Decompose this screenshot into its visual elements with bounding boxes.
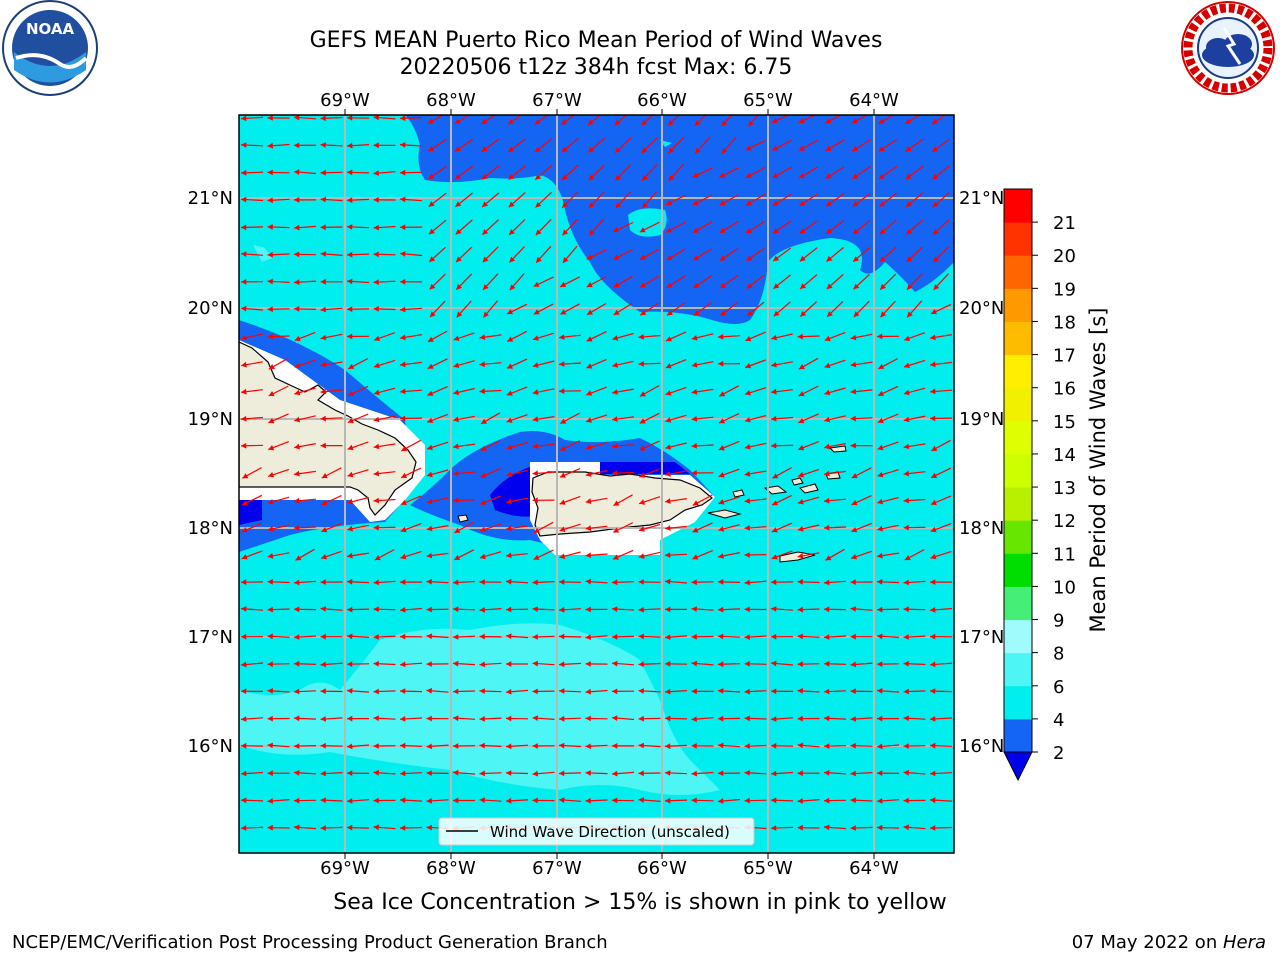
- lon-label-top: 67°W: [532, 90, 582, 111]
- colorbar-tick-label: 16: [1053, 379, 1076, 400]
- colorbar-tick-label: 6: [1053, 677, 1064, 698]
- colorbar-tick-label: 2: [1053, 743, 1064, 764]
- colorbar-segment: [1004, 255, 1032, 289]
- legend-label: Wind Wave Direction (unscaled): [490, 823, 730, 841]
- noaa-logo: NOAA: [3, 1, 97, 95]
- colorbar-segment: [1004, 288, 1032, 322]
- lon-label-bottom: 68°W: [426, 858, 476, 879]
- lat-label-right: 20°N: [959, 298, 1004, 319]
- colorbar-segment: [1004, 520, 1032, 554]
- footer-date: 07 May 2022 on: [1072, 932, 1223, 953]
- map-legend: Wind Wave Direction (unscaled): [439, 818, 754, 845]
- footer-right: 07 May 2022 on Hera: [1072, 932, 1266, 953]
- colorbar-tick-label: 13: [1053, 478, 1076, 499]
- lon-label-top: 64°W: [849, 90, 899, 111]
- colorbar-segment: [1004, 388, 1032, 422]
- colorbar-segment: [1004, 553, 1032, 587]
- lon-label-top: 69°W: [320, 90, 370, 111]
- colorbar-segment: [1004, 189, 1032, 223]
- colorbar-segment: [1004, 321, 1032, 355]
- colorbar-segment: [1004, 653, 1032, 687]
- footer-left: NCEP/EMC/Verification Post Processing Pr…: [12, 932, 608, 953]
- colorbar-segment: [1004, 586, 1032, 620]
- colorbar-segment: [1004, 719, 1032, 753]
- lon-label-top: 68°W: [426, 90, 476, 111]
- noaa-logo-text: NOAA: [26, 20, 75, 38]
- lat-label-left: 20°N: [188, 298, 233, 319]
- lat-label-left: 17°N: [188, 627, 233, 648]
- colorbar-segment: [1004, 355, 1032, 389]
- lon-label-bottom: 69°W: [320, 858, 370, 879]
- colorbar-tick-label: 10: [1053, 577, 1076, 598]
- lon-label-bottom: 64°W: [849, 858, 899, 879]
- colorbar-tick-label: 14: [1053, 445, 1076, 466]
- colorbar-tick-label: 8: [1053, 644, 1064, 665]
- colorbar-segment: [1004, 487, 1032, 521]
- lat-label-right: 18°N: [959, 518, 1004, 539]
- lat-label-right: 21°N: [959, 188, 1004, 209]
- colorbar: 2 4 6 8 9 10 11 12 13 14 15 16 17 18 19 20 21: [1004, 189, 1076, 780]
- colorbar-tick-label: 4: [1053, 710, 1064, 731]
- nws-logo: [1182, 2, 1274, 94]
- lat-label-left: 18°N: [188, 518, 233, 539]
- lat-label-right: 19°N: [959, 409, 1004, 430]
- colorbar-tick-label: 12: [1053, 511, 1076, 532]
- colorbar-segment: [1004, 620, 1032, 654]
- lon-label-bottom: 65°W: [743, 858, 793, 879]
- footer-machine: Hera: [1223, 932, 1266, 953]
- lat-label-left: 19°N: [188, 409, 233, 430]
- lon-label-bottom: 66°W: [637, 858, 687, 879]
- colorbar-segment: [1004, 686, 1032, 720]
- colorbar-segment: [1004, 421, 1032, 455]
- colorbar-under-arrow: [1004, 752, 1032, 780]
- colorbar-segment: [1004, 222, 1032, 256]
- colorbar-tick-label: 19: [1053, 279, 1076, 300]
- lat-label-left: 21°N: [188, 188, 233, 209]
- lon-label-top: 65°W: [743, 90, 793, 111]
- colorbar-tick-label: 17: [1053, 346, 1076, 367]
- colorbar-tick-label: 9: [1053, 611, 1064, 632]
- lat-label-left: 16°N: [188, 736, 233, 757]
- colorbar-tick-label: 11: [1053, 544, 1076, 565]
- lon-label-bottom: 67°W: [532, 858, 582, 879]
- colorbar-tick-label: 20: [1053, 246, 1076, 267]
- colorbar-tick-label: 21: [1053, 213, 1076, 234]
- colorbar-title: Mean Period of Wind Waves [s]: [1086, 308, 1110, 633]
- colorbar-tick-label: 15: [1053, 412, 1076, 433]
- lat-label-right: 16°N: [959, 736, 1004, 757]
- colorbar-segment: [1004, 454, 1032, 488]
- lon-label-top: 66°W: [637, 90, 687, 111]
- lat-label-right: 17°N: [959, 627, 1004, 648]
- colorbar-tick-label: 18: [1053, 312, 1076, 333]
- sea-ice-note: Sea Ice Concentration > 15% is shown in …: [0, 890, 1280, 915]
